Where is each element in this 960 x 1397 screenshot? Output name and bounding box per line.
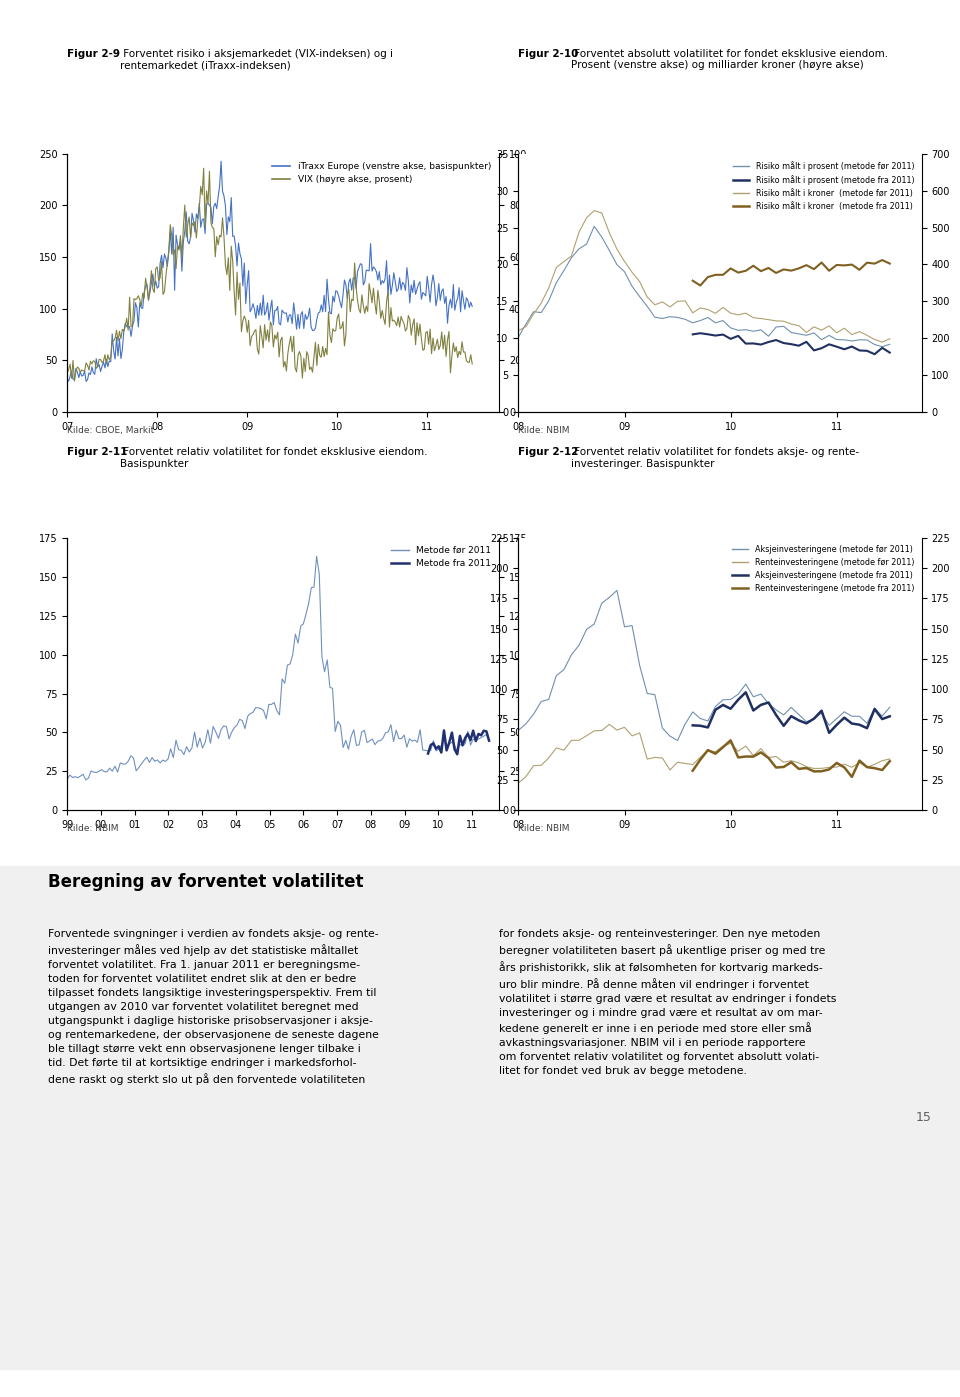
Text: Forventede svingninger i verdien av fondets aksje- og rente-
investeringer måles: Forventede svingninger i verdien av fond… [48, 929, 379, 1084]
Text: Figur 2-11: Figur 2-11 [67, 447, 128, 457]
Legend: Metode før 2011, Metode fra 2011: Metode før 2011, Metode fra 2011 [387, 542, 494, 573]
Text: Beregning av forventet volatilitet: Beregning av forventet volatilitet [48, 873, 364, 891]
Text: Figur 2-9: Figur 2-9 [67, 49, 120, 59]
Text: Figur 2-12: Figur 2-12 [518, 447, 579, 457]
Text: Forventet risiko i aksjemarkedet (VIX-indeksen) og i
rentemarkedet (iTraxx-indek: Forventet risiko i aksjemarkedet (VIX-in… [120, 49, 393, 70]
Legend: iTraxx Europe (venstre akse, basispunkter), VIX (høyre akse, prosent): iTraxx Europe (venstre akse, basispunkte… [269, 158, 494, 189]
Text: Forventet relativ volatilitet for fondets aksje- og rente-
investeringer. Basisp: Forventet relativ volatilitet for fondet… [571, 447, 859, 468]
Text: Figur 2-10: Figur 2-10 [518, 49, 579, 59]
Text: 15: 15 [915, 1111, 931, 1125]
Text: Kilde: NBIM: Kilde: NBIM [518, 824, 570, 833]
Text: for fondets aksje- og renteinvesteringer. Den nye metoden
beregner volatiliteten: for fondets aksje- og renteinvesteringer… [499, 929, 836, 1077]
Text: Forventet relativ volatilitet for fondet eksklusive eiendom.
Basispunkter: Forventet relativ volatilitet for fondet… [120, 447, 427, 468]
Legend: Aksjeinvesteringene (metode før 2011), Renteinvesteringene (metode før 2011), Ak: Aksjeinvesteringene (metode før 2011), R… [729, 542, 918, 597]
Legend: Risiko målt i prosent (metode før 2011), Risiko målt i prosent (metode fra 2011): Risiko målt i prosent (metode før 2011),… [730, 158, 918, 214]
Text: Kilde: CBOE, Markit: Kilde: CBOE, Markit [67, 426, 155, 434]
Text: Forventet absolutt volatilitet for fondet eksklusive eiendom.
Prosent (venstre a: Forventet absolutt volatilitet for fonde… [571, 49, 888, 70]
Text: Kilde: NBIM: Kilde: NBIM [67, 824, 119, 833]
Text: Kilde: NBIM: Kilde: NBIM [518, 426, 570, 434]
